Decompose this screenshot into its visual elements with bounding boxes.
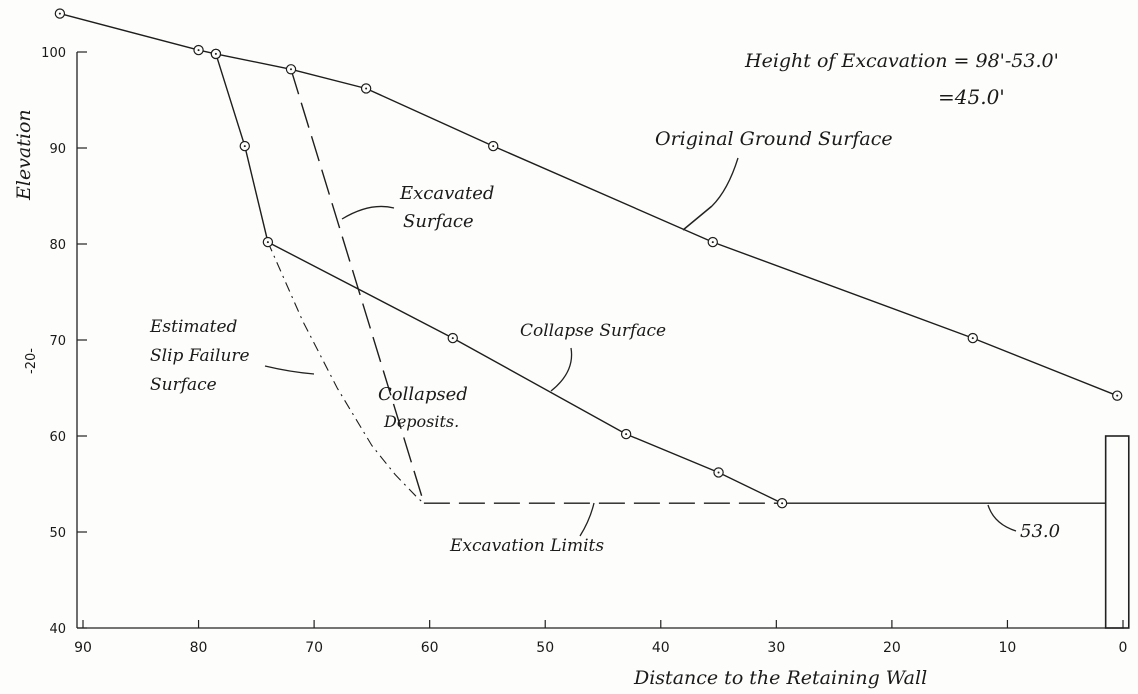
x-tick-label-60: 60: [421, 640, 439, 656]
label-collapsed-1: Collapsed: [378, 384, 468, 405]
label-collapse-surface: Collapse Surface: [520, 321, 666, 341]
pointer-slip-surface: [264, 365, 315, 375]
data-point-dot-collapse-surface-3: [451, 337, 454, 340]
pointer-original-ground-tip: [682, 205, 713, 231]
retaining-wall: [1104, 435, 1130, 629]
height-note-line2: =45.0': [938, 85, 1005, 109]
x-tick-label-30: 30: [767, 640, 785, 656]
label-estimated-1: Estimated: [149, 317, 238, 337]
y-tick-label-70: 70: [49, 334, 66, 349]
pointer-collapse-surface: [550, 347, 573, 392]
data-point-dot-original-ground-surface-5: [492, 145, 495, 148]
label-collapsed-2: Deposits.: [383, 412, 459, 431]
series-line-excavated-surface: [290, 69, 425, 504]
height-note-line1: Height of Excavation = 98'-53.0': [744, 50, 1059, 72]
x-tick-label-50: 50: [536, 640, 554, 656]
x-axis-title: Distance to the Retaining Wall: [633, 667, 927, 689]
label-excavated-2: Surface: [403, 211, 474, 232]
y-ticks: 40 50 60 70 80 90 100: [41, 46, 87, 637]
label-original-ground-surface: Original Ground Surface: [655, 128, 893, 150]
data-point-dot-original-ground-surface-3: [290, 68, 292, 71]
series-markers: [54, 8, 1123, 509]
x-tick-label-70: 70: [305, 640, 323, 656]
series-line-estimated-slip-failure-surface: [267, 241, 425, 504]
y-tick-label-80: 80: [49, 238, 66, 253]
label-excavated-1: Excavated: [399, 183, 494, 204]
data-point-dot-collapse-surface-1: [243, 145, 246, 148]
label-excavation-limits: Excavation Limits: [449, 536, 604, 556]
data-point-dot-original-ground-surface-4: [365, 87, 368, 90]
data-point-dot-collapse-surface-5: [717, 471, 720, 474]
pointer-original-ground: [711, 157, 739, 207]
pointer-excavated-surface: [341, 205, 395, 220]
y-tick-label-60: 60: [49, 430, 66, 445]
data-point-dot-original-ground-surface-6: [711, 241, 714, 244]
x-tick-label-20: 20: [883, 640, 901, 656]
data-point-dot-collapse-surface-2: [266, 241, 269, 244]
x-tick-label-90: 90: [74, 640, 92, 656]
x-ticks: 90 80 70 60 50 40 30 20 10 0: [74, 620, 1127, 656]
pointer-elevation-53: [987, 504, 1017, 532]
data-point-dot-collapse-surface-0: [214, 52, 217, 55]
data-point-dot-collapse-surface-4: [625, 433, 628, 436]
data-point-dot-original-ground-surface-8: [1116, 394, 1119, 397]
x-tick-label-10: 10: [999, 640, 1017, 656]
label-estimated-3: Surface: [150, 375, 217, 395]
x-tick-label-40: 40: [652, 640, 670, 656]
data-point-dot-original-ground-surface-1: [197, 49, 200, 52]
series-line-collapse-surface: [215, 53, 783, 504]
y-tick-label-90: 90: [49, 142, 66, 157]
y-axis-title: Elevation: [13, 109, 35, 201]
data-point-dot-collapse-surface-6: [781, 502, 784, 505]
data-point-dot-original-ground-surface-7: [971, 337, 974, 340]
pointer-excavation-limits: [579, 502, 595, 537]
label-elevation-53: 53.0: [1020, 521, 1060, 542]
x-tick-label-80: 80: [190, 640, 208, 656]
page-marker: -20-: [24, 348, 39, 374]
y-tick-label-100: 100: [41, 46, 66, 61]
retaining-wall-rect: [1104, 435, 1130, 629]
y-tick-label-50: 50: [49, 526, 66, 541]
label-estimated-2: Slip Failure: [150, 346, 250, 366]
data-point-dot-original-ground-surface-0: [58, 12, 61, 15]
x-tick-label-0: 0: [1119, 640, 1128, 656]
y-tick-label-40: 40: [49, 622, 66, 637]
